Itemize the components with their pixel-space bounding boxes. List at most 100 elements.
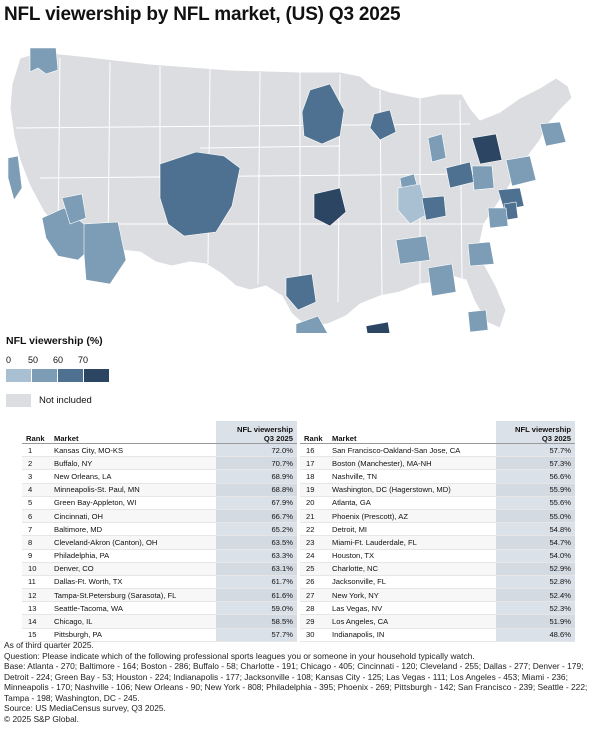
rank-cell: 14 [22,614,50,629]
legend-title: NFL viewership (%) [6,335,103,347]
table-row: 20 Atlanta, GA 55.6% [300,496,575,510]
value-cell: 58.5% [215,614,297,629]
footnotes: As of third quarter 2025. Question: Plea… [4,640,594,724]
rank-cell: 11 [22,575,50,590]
market-sf [7,155,23,201]
legend-tick-0: 0 [6,355,12,365]
market-cell: Boston (Manchester), MA-NH [328,456,497,471]
market-cell: Dallas-Ft. Worth, TX [50,575,216,590]
rank-cell: 13 [22,601,50,616]
market-cell: Cleveland-Akron (Canton), OH [50,535,216,550]
market-kansas-city [313,187,347,227]
ranking-table-right: Rank Market NFL viewership Q3 2025 16 San… [300,421,575,642]
market-regions [7,47,567,333]
market-detroit [427,133,447,163]
rank-cell: 6 [22,509,50,524]
rank-cell: 23 [300,535,328,550]
value-cell: 52.8% [496,575,575,590]
market-pittsburgh [471,165,495,191]
value-cell: 52.4% [496,588,575,603]
rank-cell: 21 [300,509,328,524]
rank-cell: 16 [300,443,328,458]
header-rank: Rank [22,421,50,444]
value-cell: 54.7% [496,535,575,550]
rank-cell: 25 [300,562,328,576]
value-cell: 57.7% [496,443,575,458]
rank-cell: 30 [300,628,328,642]
market-seattle [29,47,59,75]
legend-not-included-label: Not included [39,395,92,406]
value-cell: 72.0% [215,443,297,458]
market-charlotte [467,241,495,267]
rank-cell: 19 [300,483,328,497]
value-cell: 70.7% [215,456,297,471]
table-row: 15 Pittsburgh, PA 57.7% [22,628,297,642]
footnote-as-of: As of third quarter 2025. [4,640,94,650]
market-boston [539,121,567,147]
table-row: 7 Baltimore, MD 65.2% [22,522,297,537]
market-cell: Tampa-St.Petersburg (Sarasota), FL [50,588,216,603]
legend-bin-4 [84,369,110,382]
table-row: 30 Indianapolis, IN 48.6% [300,628,575,642]
value-cell: 52.9% [496,562,575,576]
table-row: 29 Los Angeles, CA 51.9% [300,614,575,629]
value-cell: 55.0% [496,509,575,524]
market-cell: Chicago, IL [50,614,216,629]
rank-cell: 8 [22,535,50,550]
market-cell: Atlanta, GA [328,496,497,510]
table-row: 18 Nashville, TN 56.6% [300,469,575,484]
market-cell: Minneapolis-St. Paul, MN [50,483,216,497]
legend-tick-70: 70 [78,355,89,365]
market-cell: Phoenix (Prescott), AZ [328,509,497,524]
market-cell: Houston, TX [328,549,497,563]
market-cell: Jacksonville, FL [328,575,497,590]
value-cell: 68.9% [215,469,297,484]
rank-cell: 12 [22,588,50,603]
rank-cell: 7 [22,522,50,537]
market-cell: Las Vegas, NV [328,601,497,616]
value-cell: 63.5% [215,535,297,550]
market-houston [295,315,328,333]
market-cincinnati [421,195,447,221]
rank-cell: 29 [300,614,328,629]
value-cell: 68.8% [215,483,297,497]
legend-bin-2 [32,369,58,382]
table-row: 26 Jacksonville, FL 52.8% [300,575,575,590]
header-market: Market [328,421,497,444]
legend-not-included-swatch [6,394,31,407]
legend-not-included: Not included [6,394,116,407]
header-rank: Rank [300,421,328,444]
market-cell: Seattle-Tacoma, WA [50,601,216,616]
value-cell: 54.0% [496,549,575,563]
value-cell: 67.9% [215,496,297,510]
rank-cell: 24 [300,549,328,563]
rank-cell: 20 [300,496,328,510]
table-row: 9 Philadelphia, PA 63.3% [22,549,297,563]
legend: NFL viewership (%) 0 50 60 70 Not includ… [6,335,116,407]
footnote-base: Base: Atlanta - 270; Baltimore - 164; Bo… [4,661,588,703]
market-cell: Kansas City, MO-KS [50,443,216,458]
market-cell: New Orleans, LA [50,469,216,484]
market-cell: Cincinnati, OH [50,509,216,524]
value-cell: 52.3% [496,601,575,616]
legend-color-bar [6,369,116,382]
market-nashville [395,235,431,265]
table-row: 28 Las Vegas, NV 52.3% [300,601,575,616]
us-mainland [9,51,573,329]
market-washington [487,207,509,229]
table-row: 13 Seattle-Tacoma, WA 59.0% [22,601,297,616]
market-cell: Green Bay-Appleton, WI [50,496,216,510]
ranking-table-left: Rank Market NFL viewership Q3 2025 1 Kans… [22,421,297,642]
rank-cell: 4 [22,483,50,497]
rank-cell: 27 [300,588,328,603]
us-map [7,47,573,333]
rank-cell: 9 [22,549,50,563]
market-minneapolis [301,83,345,145]
table-row: 4 Minneapolis-St. Paul, MN 68.8% [22,483,297,497]
rank-cell: 15 [22,628,50,642]
market-cell: Baltimore, MD [50,522,216,537]
value-cell: 51.9% [496,614,575,629]
header-value: NFL viewership Q3 2025 [496,421,575,444]
header-market: Market [50,421,216,444]
value-cell: 57.3% [496,456,575,471]
